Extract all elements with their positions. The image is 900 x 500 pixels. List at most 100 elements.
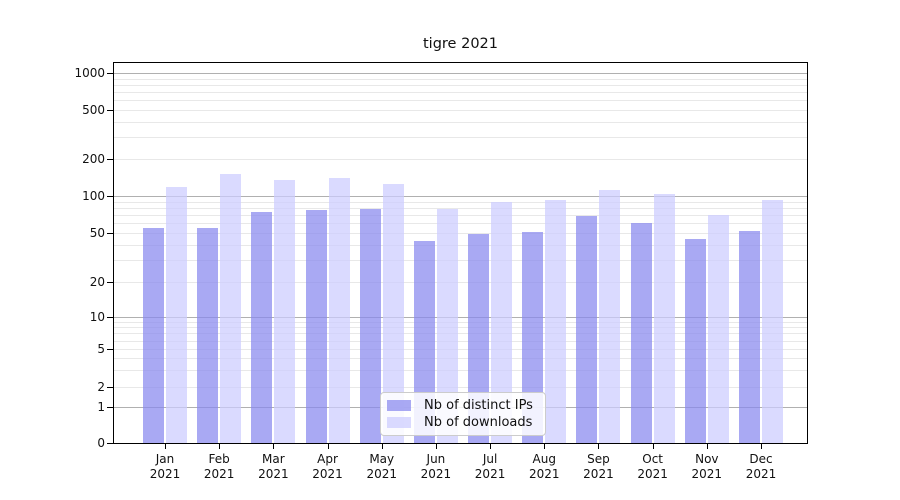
x-tick-label: Aug 2021 [528, 452, 560, 481]
grid-layer [114, 63, 807, 443]
plot-area: Nb of distinct IPs Nb of downloads [113, 62, 808, 444]
y-tick-mark [107, 73, 113, 74]
bar-downloads-jun [436, 209, 458, 443]
bar-distinct-ips-feb [197, 227, 219, 443]
bar-distinct-ips-may [359, 208, 381, 443]
y-tick-label: 2 [97, 379, 105, 394]
x-tick-label: Nov 2021 [691, 452, 723, 481]
major-gridline [114, 317, 807, 318]
bar-downloads-may [382, 184, 404, 443]
minor-gridline [114, 223, 807, 225]
minor-gridline [114, 233, 807, 234]
chart-title: tigre 2021 [423, 36, 498, 52]
major-gridline [114, 196, 807, 197]
y-tick-mark [107, 386, 113, 388]
x-tick-mark [544, 444, 546, 449]
y-tick-label: 200 [82, 152, 105, 166]
bar-distinct-ips-oct [630, 223, 652, 443]
minor-gridline [114, 282, 807, 283]
minor-gridline [114, 215, 807, 217]
x-tick-mark [219, 444, 221, 449]
bar-downloads-jul [491, 201, 513, 443]
x-tick-mark [273, 444, 275, 449]
minor-gridline [114, 327, 807, 329]
x-tick-label: Sep 2021 [583, 452, 614, 481]
y-tick-mark [107, 317, 113, 318]
legend-item-distinct-ips: Nb of distinct IPs [387, 398, 537, 413]
bar-distinct-ips-jul [468, 234, 490, 443]
legend: Nb of distinct IPs Nb of downloads [380, 392, 546, 436]
bar-downloads-sep [599, 189, 621, 443]
x-tick-label: Dec 2021 [745, 452, 777, 481]
y-tick-label: 1000 [74, 66, 105, 80]
y-tick-label: 500 [82, 103, 105, 117]
x-tick-label: May 2021 [366, 452, 397, 481]
bar-distinct-ips-mar [251, 212, 273, 443]
y-tick-mark [107, 407, 113, 408]
bar-downloads-mar [274, 179, 296, 443]
y-tick-mark [107, 233, 113, 234]
x-tick-mark [706, 444, 708, 449]
bar-downloads-dec [762, 200, 783, 443]
y-tick-mark [107, 159, 113, 160]
minor-gridline [114, 349, 807, 350]
x-tick-label: Feb 2021 [203, 452, 235, 481]
bar-downloads-apr [328, 177, 350, 443]
bar-distinct-ips-jan [143, 227, 164, 443]
minor-gridline [114, 110, 807, 111]
minor-gridline [114, 386, 807, 388]
x-tick-mark [165, 444, 166, 449]
x-tick-label: Oct 2021 [637, 452, 668, 481]
x-tick-mark [381, 444, 383, 449]
minor-gridline [114, 121, 807, 123]
x-tick-mark [490, 444, 492, 449]
minor-gridline [114, 92, 807, 94]
bar-distinct-ips-sep [576, 215, 598, 443]
bar-distinct-ips-dec [739, 230, 760, 443]
x-tick-mark [598, 444, 600, 449]
minor-gridline [114, 244, 807, 246]
x-tick-label: Jul 2021 [474, 452, 506, 481]
y-tick-label: 50 [89, 226, 105, 240]
minor-gridline [114, 207, 807, 209]
minor-gridline [114, 369, 807, 371]
bar-distinct-ips-aug [522, 231, 544, 443]
bar-downloads-nov [707, 215, 729, 443]
y-tick-label: 20 [89, 275, 105, 289]
legend-swatch-distinct-ips [387, 400, 411, 411]
x-tick-mark [327, 444, 329, 449]
y-tick-label: 10 [89, 310, 105, 324]
minor-gridline [114, 100, 807, 102]
y-tick-mark [107, 110, 113, 111]
y-tick-label: 0 [97, 436, 105, 450]
y-tick-mark [107, 349, 113, 350]
x-tick-label: Jan 2021 [149, 452, 181, 481]
minor-gridline [114, 84, 807, 86]
x-tick-label: Apr 2021 [312, 452, 343, 481]
legend-item-downloads: Nb of downloads [387, 415, 537, 430]
minor-gridline [114, 201, 807, 203]
major-gridline [114, 73, 807, 74]
minor-gridline [114, 340, 807, 342]
bar-downloads-jan [166, 187, 187, 443]
minor-gridline [114, 260, 807, 262]
legend-label-distinct-ips: Nb of distinct IPs [424, 398, 533, 413]
bar-downloads-aug [545, 199, 567, 443]
bar-distinct-ips-nov [684, 238, 706, 443]
minor-gridline [114, 333, 807, 335]
x-tick-mark [435, 444, 437, 449]
y-tick-mark [107, 196, 113, 197]
minor-gridline [114, 137, 807, 139]
y-tick-label: 100 [82, 189, 105, 203]
minor-gridline [114, 321, 807, 323]
x-tick-label: Mar 2021 [258, 452, 289, 481]
y-tick-label: 5 [97, 342, 105, 356]
bar-layer [114, 63, 807, 443]
x-tick-label: Jun 2021 [420, 452, 452, 481]
minor-gridline [114, 78, 807, 80]
x-tick-mark [761, 444, 762, 449]
minor-gridline [114, 159, 807, 160]
y-tick-label: 1 [97, 400, 105, 414]
y-tick-mark [107, 282, 113, 283]
